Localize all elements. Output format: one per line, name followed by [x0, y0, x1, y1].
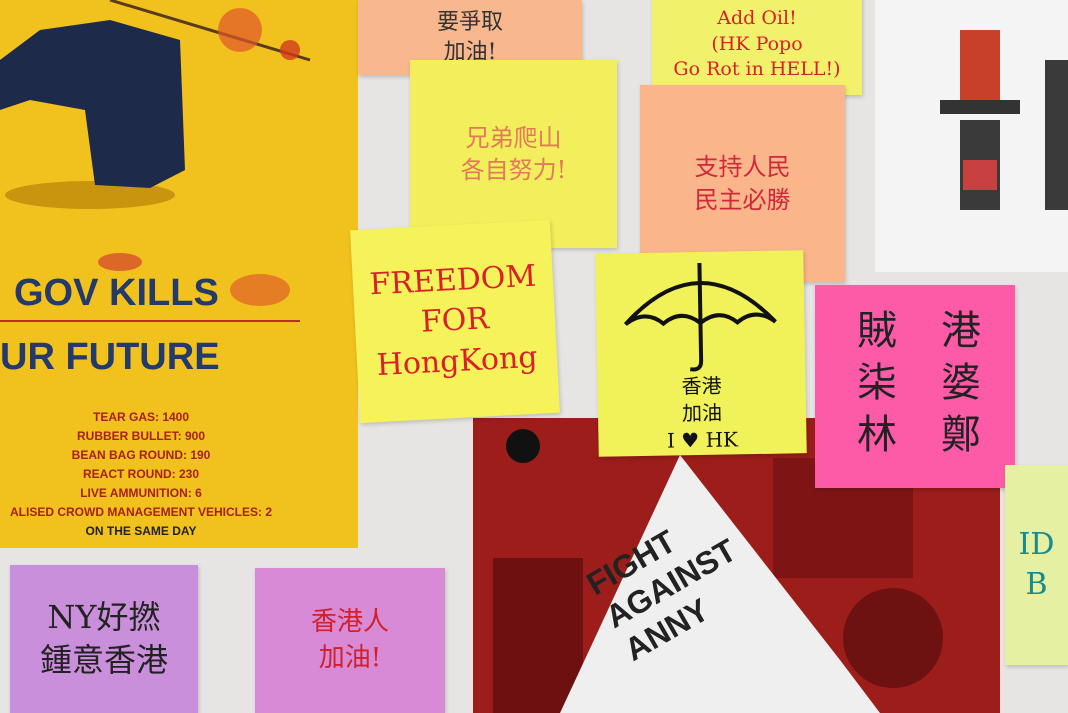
note-text: 加油 [681, 400, 723, 426]
note-text: 各自努力! [460, 156, 567, 184]
sticky-note: Add Oil! (HK Popo Go Rot in HELL!) [652, 0, 862, 95]
stat-line: BEAN BAG ROUND: 190 [71, 448, 211, 462]
poster: GOV KILLS UR FUTURE TEAR GAS: 1400 RUBBER… [0, 0, 358, 548]
umbrella-icon [623, 262, 777, 372]
stat-line: LIVE AMMUNITION: 6 [80, 486, 202, 500]
headline: GOV KILLS [14, 272, 219, 314]
sticky-note: NY好撚鍾意香港 [10, 565, 198, 713]
sticky-note: FREEDOM FOR HongKong [350, 219, 560, 424]
note-text: 賊柒林 [850, 308, 896, 465]
note-text: 香港 [681, 373, 722, 399]
poster-figure [0, 0, 311, 209]
note-text: HongKong [375, 339, 539, 383]
headline: UR FUTURE [0, 336, 220, 378]
note-text: 民主必勝 [694, 185, 791, 214]
sticky-note: 香港 加油 I ♥ HK [595, 250, 807, 457]
print-figures [940, 30, 1068, 210]
note-text: FOR [420, 301, 490, 341]
note-text: 鍾意香港 [39, 641, 168, 679]
note-text: I ♥ HK [666, 427, 739, 453]
sticky-note: 港婆鄭 賊柒林 [815, 285, 1015, 488]
sticky-note: 支持人民 民主必勝 [640, 85, 845, 282]
print [875, 0, 1068, 272]
blood-splatter [98, 253, 290, 306]
red-poster-image [493, 429, 943, 713]
note-text: FREEDOM [368, 258, 537, 303]
note-text: Add Oil! [717, 7, 797, 30]
note-text: (HK Popo [711, 32, 803, 55]
sticky-note: 香港人加油! [255, 568, 445, 713]
sticky-note: ID B [1005, 465, 1068, 665]
stats-list: TEAR GAS: 1400 RUBBER BULLET: 900 BEAN BAG… [0, 408, 282, 522]
note-text: B [1025, 567, 1048, 602]
note-text: Go Rot in HELL!) [673, 58, 841, 81]
stat-line: TEAR GAS: 1400 [92, 410, 190, 424]
note-text: 港婆鄭 [934, 308, 980, 465]
note-text: 支持人民 [694, 153, 791, 182]
note-text: 加油! [318, 642, 382, 673]
sticky-note: 兄弟爬山各自努力! [410, 60, 617, 248]
sign-shape [560, 455, 880, 713]
stat-line: RUBBER BULLET: 900 [76, 429, 205, 443]
note-text: 香港人 [310, 607, 389, 638]
note-text: NY好撚 [47, 597, 161, 636]
note-text: 要爭取 [436, 9, 503, 35]
note-text: ID [1018, 526, 1055, 562]
note-text: 兄弟爬山 [465, 123, 562, 152]
poster-footer: ON THE SAME DAY [85, 524, 197, 538]
stat-line: REACT ROUND: 230 [82, 467, 199, 481]
stat-line: ALISED CROWD MANAGEMENT VEHICLES: 2 [9, 505, 272, 519]
